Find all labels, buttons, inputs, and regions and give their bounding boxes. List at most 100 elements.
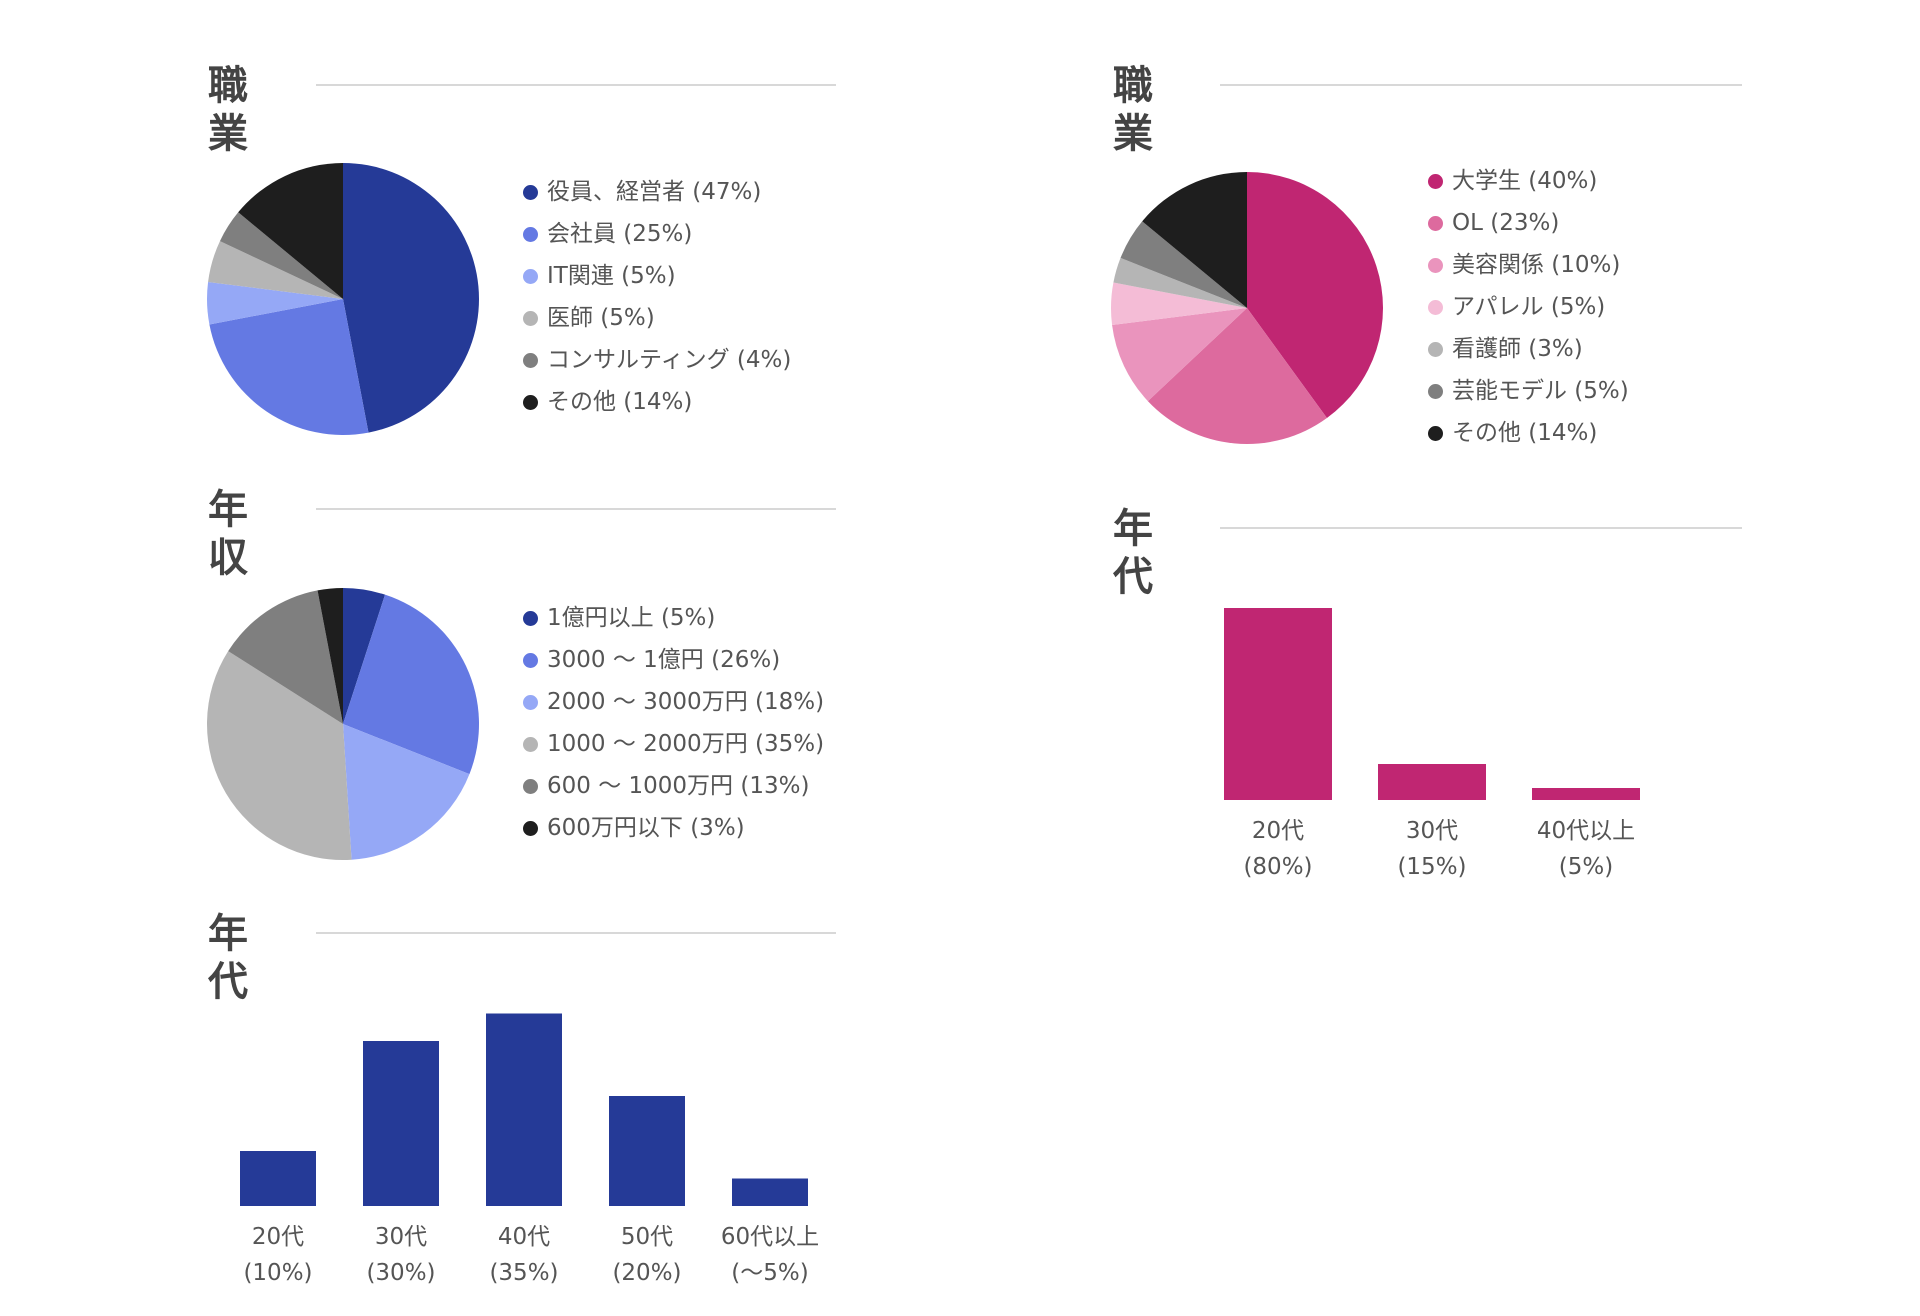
section-title: 年収 xyxy=(208,487,250,581)
legend-item: 3000 〜 1億円 (26%) xyxy=(523,639,824,681)
legend-swatch xyxy=(523,694,538,710)
bar-category-label: (30%) xyxy=(366,1260,435,1286)
bar-category-label: 40代以上 xyxy=(1537,818,1635,844)
section-divider xyxy=(1220,527,1742,529)
legend-swatch xyxy=(1428,383,1443,399)
legend-item: 会社員 (25%) xyxy=(523,213,791,255)
legend-swatch xyxy=(523,226,538,242)
legend-item: 大学生 (40%) xyxy=(1428,160,1629,202)
pie-slice xyxy=(238,163,343,299)
legend-swatch xyxy=(1428,215,1443,231)
pie-slice xyxy=(1111,282,1247,326)
legend-swatch xyxy=(523,778,538,794)
legend-label: 会社員 (25%) xyxy=(547,221,693,247)
legend-swatch xyxy=(523,610,538,626)
legend-label: その他 (14%) xyxy=(1452,420,1598,446)
legend-swatch xyxy=(523,652,538,668)
legend-item: 美容関係 (10%) xyxy=(1428,244,1629,286)
legend-occupation-male: 役員、経営者 (47%) 会社員 (25%) IT関連 (5%) 医師 (5%) コンサ… xyxy=(523,171,791,423)
legend-label: IT関連 (5%) xyxy=(547,263,676,289)
legend-label: 看護師 (3%) xyxy=(1452,336,1583,362)
pie-chart-occupation-male xyxy=(207,163,479,435)
pie-chart-occupation-female xyxy=(1111,172,1383,444)
legend-label: 1000 〜 2000万円 (35%) xyxy=(547,731,825,757)
section-title: 職業 xyxy=(208,63,250,157)
pie-slice xyxy=(343,588,386,724)
pie-slice xyxy=(207,281,343,325)
legend-swatch xyxy=(1428,299,1443,315)
bar-category-label: 30代 xyxy=(375,1224,427,1250)
pie-slice xyxy=(207,651,352,860)
bar-category-label: (10%) xyxy=(243,1260,312,1286)
legend-item: 役員、経営者 (47%) xyxy=(523,171,791,213)
bar-category-label: (〜5%) xyxy=(731,1260,808,1286)
legend-label: アパレル (5%) xyxy=(1452,294,1606,320)
section-divider xyxy=(316,84,836,86)
legend-label: 3000 〜 1億円 (26%) xyxy=(547,647,781,673)
legend-swatch xyxy=(523,310,538,326)
legend-swatch xyxy=(523,352,538,368)
legend-swatch xyxy=(523,736,538,752)
legend-item: 芸能モデル (5%) xyxy=(1428,370,1629,412)
legend-item: 医師 (5%) xyxy=(523,297,791,339)
pie-slice xyxy=(1113,257,1247,308)
legend-label: 大学生 (40%) xyxy=(1452,168,1598,194)
pie-slice xyxy=(1147,308,1327,444)
legend-label: 役員、経営者 (47%) xyxy=(547,179,762,205)
legend-swatch xyxy=(1428,257,1443,273)
bar-category-label: (20%) xyxy=(612,1260,681,1286)
pie-slice xyxy=(343,594,479,775)
legend-swatch xyxy=(1428,341,1443,357)
pie-slice xyxy=(1120,221,1247,308)
bar-chart-age-female: 20代 (80%) 30代 (15%) 40代以上 (5%) xyxy=(1224,608,1640,880)
pie-slice xyxy=(1247,172,1383,419)
pie-slice xyxy=(343,724,470,860)
legend-swatch xyxy=(523,268,538,284)
legend-label: 芸能モデル (5%) xyxy=(1452,378,1629,404)
legend-label: その他 (14%) xyxy=(547,389,693,415)
bar xyxy=(486,1013,562,1206)
pie-slice xyxy=(343,163,479,433)
bar-category-label: (35%) xyxy=(489,1260,558,1286)
bar-category-label: 40代 xyxy=(498,1224,550,1250)
bar xyxy=(1224,608,1332,800)
legend-income: 1億円以上 (5%) 3000 〜 1億円 (26%) 2000 〜 3000万円 … xyxy=(523,597,824,849)
legend-swatch xyxy=(523,820,538,836)
section-title: 職業 xyxy=(1113,63,1155,157)
legend-label: 600万円以下 (3%) xyxy=(547,815,745,841)
legend-label: コンサルティング (4%) xyxy=(547,347,792,373)
bar-category-label: 50代 xyxy=(621,1224,673,1250)
legend-item: OL (23%) xyxy=(1428,202,1629,244)
legend-item: IT関連 (5%) xyxy=(523,255,791,297)
legend-swatch xyxy=(523,394,538,410)
bar xyxy=(732,1178,808,1206)
legend-item: コンサルティング (4%) xyxy=(523,339,791,381)
legend-item: 600 〜 1000万円 (13%) xyxy=(523,765,824,807)
section-divider xyxy=(316,932,836,934)
legend-swatch xyxy=(523,184,538,200)
legend-item: 看護師 (3%) xyxy=(1428,328,1629,370)
legend-label: 2000 〜 3000万円 (18%) xyxy=(547,689,825,715)
bar xyxy=(609,1096,685,1206)
pie-slice xyxy=(208,241,343,299)
bar-category-label: 20代 xyxy=(252,1224,304,1250)
legend-item: 2000 〜 3000万円 (18%) xyxy=(523,681,824,723)
legend-occupation-female: 大学生 (40%) OL (23%) 美容関係 (10%) アパレル (5%) 看護師 … xyxy=(1428,160,1629,454)
legend-item: その他 (14%) xyxy=(523,381,791,423)
legend-label: 美容関係 (10%) xyxy=(1452,252,1621,278)
pie-slice xyxy=(209,299,369,435)
legend-label: 600 〜 1000万円 (13%) xyxy=(547,773,810,799)
bar xyxy=(1532,788,1640,800)
bar-chart-age-male: 20代 (10%) 30代 (30%) 40代 (35%) 50代 (20%) 60代以上 (〜5… xyxy=(240,1013,819,1286)
legend-item: アパレル (5%) xyxy=(1428,286,1629,328)
bar xyxy=(240,1151,316,1206)
pie-slice xyxy=(219,212,343,299)
bar-category-label: (5%) xyxy=(1559,854,1613,880)
bar-category-label: 60代以上 xyxy=(721,1224,819,1250)
section-divider xyxy=(316,508,836,510)
legend-item: その他 (14%) xyxy=(1428,412,1629,454)
legend-item: 1000 〜 2000万円 (35%) xyxy=(523,723,824,765)
pie-slice xyxy=(1112,308,1247,402)
section-title: 年代 xyxy=(1113,506,1155,600)
legend-item: 1億円以上 (5%) xyxy=(523,597,824,639)
